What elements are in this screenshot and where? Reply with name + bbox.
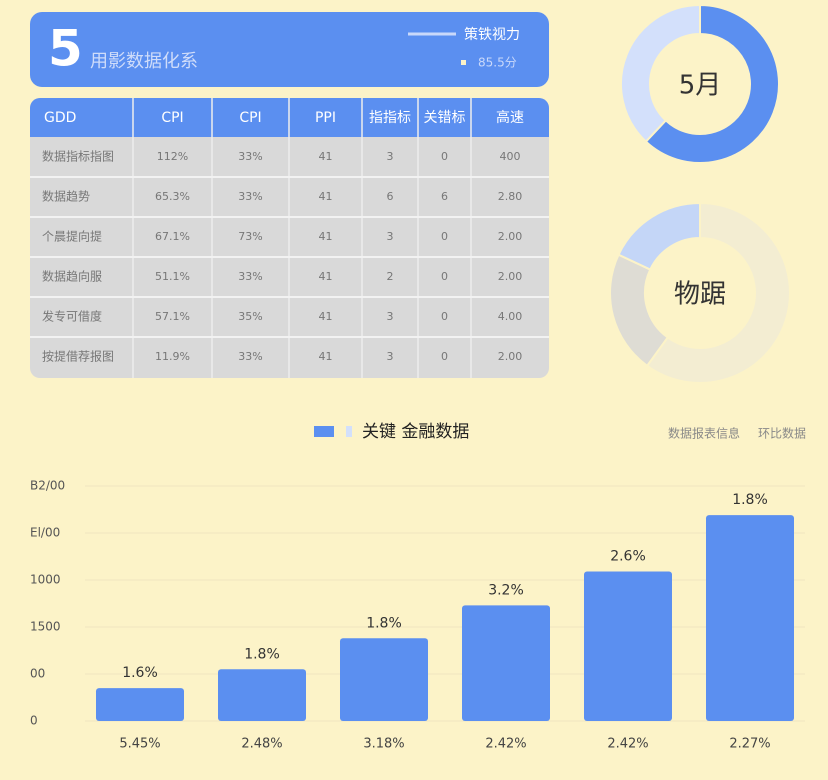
- y-tick-label: B2/00: [30, 479, 65, 493]
- legend-sub: 85.5分: [478, 56, 517, 70]
- table-cell: 0: [441, 350, 448, 363]
- table-cell: 33%: [238, 190, 262, 203]
- donut-center-label: 5月: [679, 71, 722, 101]
- bar-annotation: 1.8%: [244, 646, 280, 662]
- table-header-cell: 关错标: [424, 110, 466, 126]
- x-tick-label: 2.48%: [241, 737, 282, 752]
- x-tick-label: 3.18%: [363, 737, 404, 752]
- x-tick-label: 2.42%: [485, 737, 526, 752]
- table-cell: 33%: [238, 350, 262, 363]
- table-cell: 3: [387, 230, 394, 243]
- side-label: 环比数据: [758, 426, 806, 441]
- table-header-cell: 指指标: [369, 110, 411, 126]
- donut-segment: [620, 3, 701, 144]
- table-cell: 41: [319, 150, 333, 163]
- table-header-cell: GDD: [44, 110, 76, 126]
- table-cell: 112%: [157, 150, 188, 163]
- bar: [340, 638, 428, 721]
- y-tick-label: 00: [30, 667, 45, 681]
- header-card: [30, 12, 549, 87]
- table-cell: 3: [387, 150, 394, 163]
- bar-annotation: 3.2%: [488, 582, 524, 598]
- table-cell: 41: [319, 270, 333, 283]
- table-cell: 4.00: [498, 310, 523, 323]
- legend-swatch: [314, 426, 334, 437]
- table-cell: 33%: [238, 150, 262, 163]
- table-cell: 0: [441, 230, 448, 243]
- bar: [584, 571, 672, 721]
- x-tick-label: 5.45%: [119, 737, 160, 752]
- bar-annotation: 1.8%: [732, 492, 768, 508]
- table-cell: 67.1%: [155, 230, 190, 243]
- donut-center-label: 物踞: [674, 280, 726, 310]
- bar: [706, 515, 794, 721]
- donut-segment: [645, 201, 791, 384]
- table-cell: 个晨提向提: [42, 229, 102, 244]
- table-header-cell: CPI: [161, 110, 183, 126]
- table-cell: 0: [441, 270, 448, 283]
- y-tick-label: El/00: [30, 526, 60, 540]
- table-cell: 41: [319, 310, 333, 323]
- table-cell: 11.9%: [155, 350, 190, 363]
- table-cell: 35%: [238, 310, 262, 323]
- donut-segment: [617, 201, 701, 271]
- header-title: 用影数据化系: [90, 51, 198, 72]
- table-cell: 51.1%: [155, 270, 190, 283]
- table-cell: 33%: [238, 270, 262, 283]
- table-cell: 数据趋势: [42, 189, 90, 204]
- table-cell: 发专可借度: [42, 309, 102, 324]
- side-label: 数据报表信息: [668, 426, 740, 441]
- bar: [96, 688, 184, 721]
- x-tick-label: 2.27%: [729, 737, 770, 752]
- legend-dot: [461, 60, 466, 65]
- bar: [218, 669, 306, 721]
- bar: [462, 605, 550, 721]
- legend-swatch-light: [346, 426, 352, 437]
- table-header-cell: PPI: [315, 110, 336, 126]
- table-cell: 2.00: [498, 270, 523, 283]
- table-cell: 0: [441, 310, 448, 323]
- table-cell: 数据指标指图: [42, 149, 114, 164]
- table-cell: 0: [441, 150, 448, 163]
- table-cell: 数据趋向服: [42, 269, 102, 284]
- table-cell: 41: [319, 230, 333, 243]
- table-header-cell: 高速: [496, 109, 524, 126]
- y-tick-label: 1500: [30, 620, 61, 634]
- table-cell: 57.1%: [155, 310, 190, 323]
- table-cell: 2.80: [498, 190, 523, 203]
- legend-label: 关键 金融数据: [362, 422, 469, 442]
- table-cell: 按提借荐报图: [42, 349, 114, 364]
- y-tick-label: 0: [30, 714, 38, 728]
- table-cell: 41: [319, 350, 333, 363]
- table-cell: 65.3%: [155, 190, 190, 203]
- x-tick-label: 2.42%: [607, 737, 648, 752]
- y-tick-label: 1000: [30, 573, 61, 587]
- table-cell: 6: [387, 190, 394, 203]
- bar-annotation: 1.6%: [122, 665, 158, 681]
- table-cell: 3: [387, 310, 394, 323]
- table-cell: 2.00: [498, 350, 523, 363]
- bar-annotation: 2.6%: [610, 549, 646, 565]
- table-cell: 41: [319, 190, 333, 203]
- table-cell: 73%: [238, 230, 262, 243]
- legend-title: 策铁视力: [464, 26, 520, 43]
- table-cell: 2.00: [498, 230, 523, 243]
- table-cell: 400: [500, 150, 521, 163]
- table-header-cell: CPI: [239, 110, 261, 126]
- table-cell: 2: [387, 270, 394, 283]
- header-number: 5: [48, 20, 83, 78]
- donut-segment: [644, 3, 780, 164]
- table-cell: 6: [441, 190, 448, 203]
- bar-annotation: 1.8%: [366, 615, 402, 631]
- table-cell: 3: [387, 350, 394, 363]
